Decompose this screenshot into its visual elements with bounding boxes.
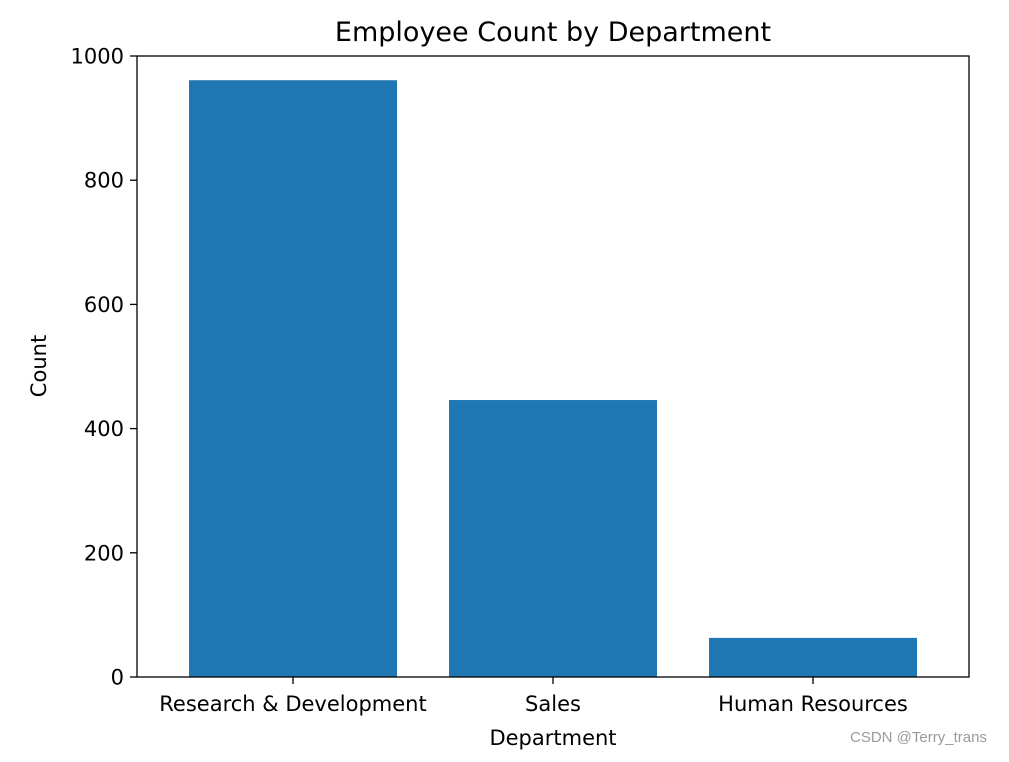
y-tick-label-1: 200 bbox=[84, 541, 124, 565]
y-tick-label-5: 1000 bbox=[71, 45, 124, 69]
y-axis: 0 200 400 600 800 1000 bbox=[71, 45, 137, 690]
x-axis: Research & Development Sales Human Resourc… bbox=[159, 677, 908, 716]
y-tick-label-2: 400 bbox=[84, 417, 124, 441]
bar-1 bbox=[449, 400, 657, 677]
x-tick-label-1: Sales bbox=[525, 692, 581, 716]
x-tick-label-2: Human Resources bbox=[718, 692, 908, 716]
plot-area bbox=[189, 80, 917, 678]
x-axis-label: Department bbox=[489, 726, 616, 750]
bar-0 bbox=[189, 80, 397, 678]
y-tick-label-4: 800 bbox=[84, 169, 124, 193]
y-tick-label-0: 0 bbox=[111, 666, 124, 690]
chart-title: Employee Count by Department bbox=[335, 17, 771, 48]
y-tick-label-3: 600 bbox=[84, 293, 124, 317]
watermark: CSDN @Terry_trans bbox=[850, 729, 987, 746]
bar-2 bbox=[709, 637, 917, 677]
y-axis-label: Count bbox=[27, 335, 51, 397]
x-tick-label-0: Research & Development bbox=[159, 692, 426, 716]
